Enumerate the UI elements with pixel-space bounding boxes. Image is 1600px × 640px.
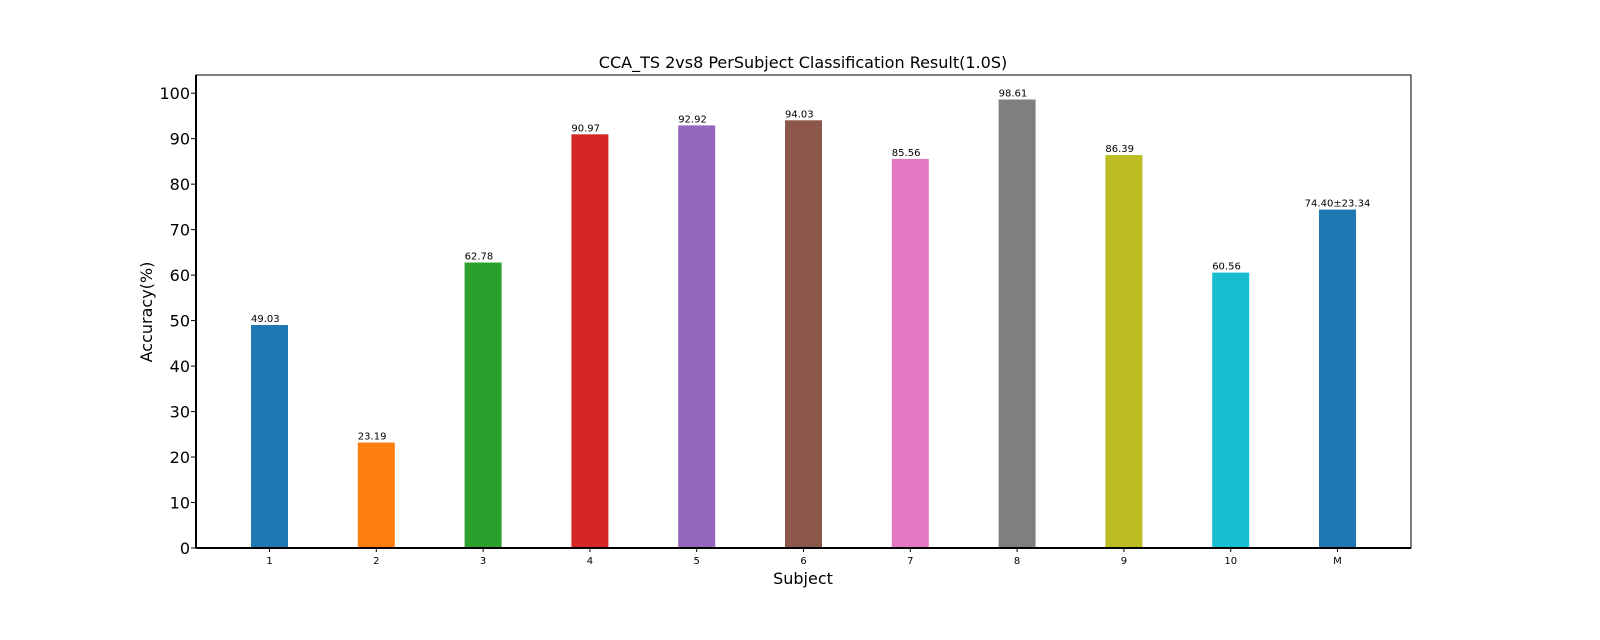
- x-tick-label: 10: [1224, 556, 1237, 567]
- bar-subject-8: [998, 99, 1036, 548]
- value-label-1: 49.03: [251, 314, 280, 325]
- bar-subject-2: [357, 442, 395, 548]
- bar-subject-7: [891, 158, 929, 548]
- value-label-9: 86.39: [1105, 144, 1134, 155]
- y-tick-label: 100: [159, 84, 190, 103]
- bar-subject-5: [678, 125, 716, 549]
- value-label-6: 94.03: [785, 109, 814, 120]
- y-axis: 0 10 20 30 40 50 60 70 80 90 100: [159, 84, 196, 558]
- value-label-3: 62.78: [465, 252, 494, 263]
- x-axis: 1 2 3 4 5 6 7 8 9 10 M: [266, 548, 1342, 567]
- x-axis-label: Subject: [773, 569, 833, 588]
- y-tick-label: 80: [170, 175, 190, 194]
- y-tick-label: 20: [170, 448, 190, 467]
- y-tick-label: 0: [180, 539, 190, 558]
- x-tick-label: 9: [1121, 556, 1127, 567]
- value-label-4: 90.97: [571, 123, 600, 134]
- value-label-8: 98.61: [999, 89, 1028, 100]
- y-tick-label: 30: [170, 403, 190, 422]
- value-label-10: 60.56: [1212, 262, 1241, 273]
- x-tick-label: 8: [1014, 556, 1020, 567]
- x-tick-label: M: [1333, 556, 1342, 567]
- bar-subject-9: [1105, 155, 1143, 548]
- x-tick-label: 4: [587, 556, 593, 567]
- bar-subject-m: [1319, 209, 1356, 548]
- bar-subject-3: [464, 262, 502, 548]
- bar-subject-1: [251, 325, 288, 548]
- value-label-m: 74.40±23.34: [1305, 199, 1371, 210]
- chart-title: CCA_TS 2vs8 PerSubject Classification Re…: [599, 53, 1007, 73]
- x-tick-label: 7: [907, 556, 913, 567]
- x-tick-label: 2: [373, 556, 379, 567]
- x-tick-label: 1: [266, 556, 272, 567]
- y-tick-label: 50: [170, 312, 190, 331]
- bars-group: [251, 99, 1356, 549]
- value-label-2: 23.19: [358, 432, 387, 443]
- y-tick-label: 10: [170, 494, 190, 513]
- x-tick-label: 6: [800, 556, 806, 567]
- value-labels-group: 49.03 23.19 62.78 90.97 92.92 94.03 85.56 98.61…: [251, 89, 1370, 443]
- y-tick-label: 60: [170, 266, 190, 285]
- bar-subject-10: [1212, 272, 1250, 548]
- x-tick-label: 5: [694, 556, 700, 567]
- y-axis-label: Accuracy(%): [137, 262, 156, 363]
- bar-subject-4: [571, 134, 609, 549]
- value-label-5: 92.92: [678, 114, 707, 125]
- y-tick-label: 90: [170, 130, 190, 149]
- bar-subject-6: [785, 120, 822, 549]
- value-label-7: 85.56: [892, 148, 921, 159]
- y-tick-label: 70: [170, 221, 190, 240]
- y-tick-label: 40: [170, 357, 190, 376]
- x-tick-label: 3: [480, 556, 486, 567]
